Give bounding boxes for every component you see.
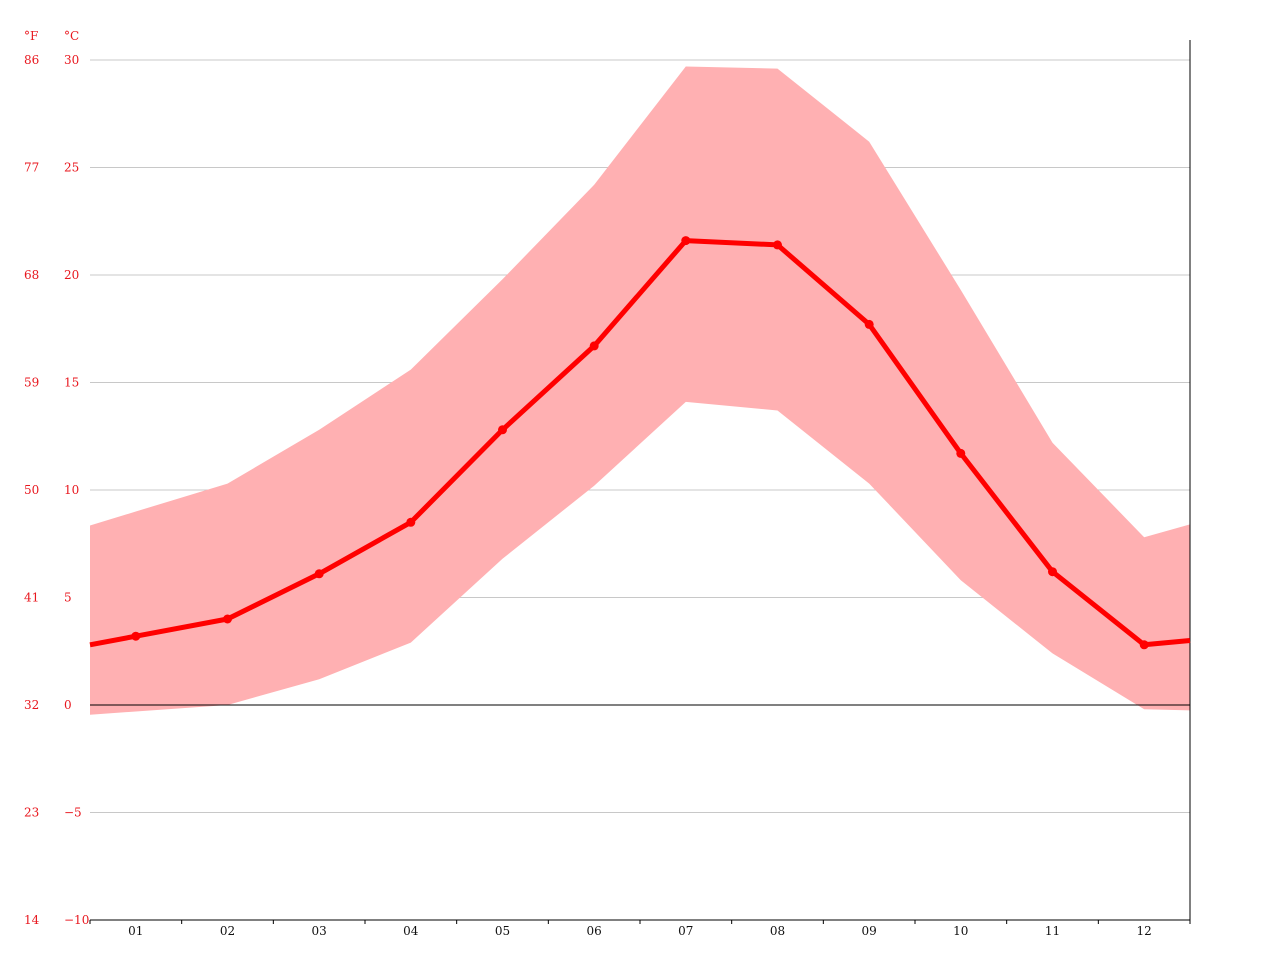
x-tick-label: 04 (403, 924, 419, 938)
y-tick-label-c: 0 (64, 698, 72, 712)
x-tick-label: 07 (678, 924, 693, 938)
y-tick-label-c: 30 (64, 53, 79, 67)
mean-temperature-point (864, 319, 874, 329)
x-tick-label: 08 (770, 924, 785, 938)
y-tick-label-f: 86 (24, 53, 39, 67)
mean-temperature-point (681, 236, 691, 246)
range-band-area (90, 66, 1190, 715)
x-tick-label: 06 (587, 924, 602, 938)
mean-temperature-point (498, 425, 507, 435)
y-tick-label-c: −5 (64, 806, 82, 820)
mean-temperature-point (773, 240, 782, 250)
mean-temperature-point (223, 614, 232, 624)
y-tick-label-c: 15 (64, 376, 79, 390)
y-tick-label-f: 14 (24, 913, 40, 927)
y-tick-label-f: 77 (24, 161, 39, 175)
y-unit-celsius: °C (64, 29, 79, 43)
mean-temperature-point (406, 517, 416, 527)
mean-temperature-point (589, 341, 599, 351)
y-tick-label-c: 25 (64, 161, 79, 175)
x-tick-label: 01 (128, 924, 143, 938)
y-tick-label-f: 50 (24, 483, 39, 497)
y-tick-label-f: 41 (24, 591, 39, 605)
x-tick-label: 09 (862, 924, 877, 938)
x-tick-label: 11 (1045, 924, 1060, 938)
y-tick-label-f: 23 (24, 806, 39, 820)
mean-temperature-point (1139, 640, 1149, 650)
mean-temperature-point (1048, 567, 1057, 577)
x-tick-label: 10 (953, 924, 968, 938)
y-tick-label-f: 32 (24, 698, 39, 712)
mean-temperature-point (131, 631, 141, 641)
y-tick-label-f: 59 (24, 376, 39, 390)
y-tick-label-c: 5 (64, 591, 72, 605)
y-unit-fahrenheit: °F (24, 29, 38, 43)
x-axis-labels: 01 02 03 04 05 06 07 08 09 10 11 12 (128, 924, 1152, 938)
x-tick-label: 05 (495, 924, 510, 938)
x-tick-label: 12 (1137, 924, 1152, 938)
x-tick-label: 02 (220, 924, 235, 938)
y-tick-label-c: −10 (64, 913, 89, 927)
mean-temperature-series (89, 236, 1191, 650)
mean-temperature-line (89, 238, 1191, 648)
x-tick-label: 03 (312, 924, 327, 938)
mean-temperature-point (314, 569, 324, 579)
y-tick-label-c: 20 (64, 268, 79, 282)
mean-temperature-point (956, 448, 966, 458)
y-axis-labels: °F °C 86 30 77 25 68 20 59 15 50 10 41 5 32 0 23 −5 14 −1… (24, 29, 89, 927)
axes (89, 40, 1191, 924)
temperature-range-band (90, 66, 1190, 715)
y-tick-label-f: 68 (24, 268, 39, 282)
y-tick-label-c: 10 (64, 483, 79, 497)
